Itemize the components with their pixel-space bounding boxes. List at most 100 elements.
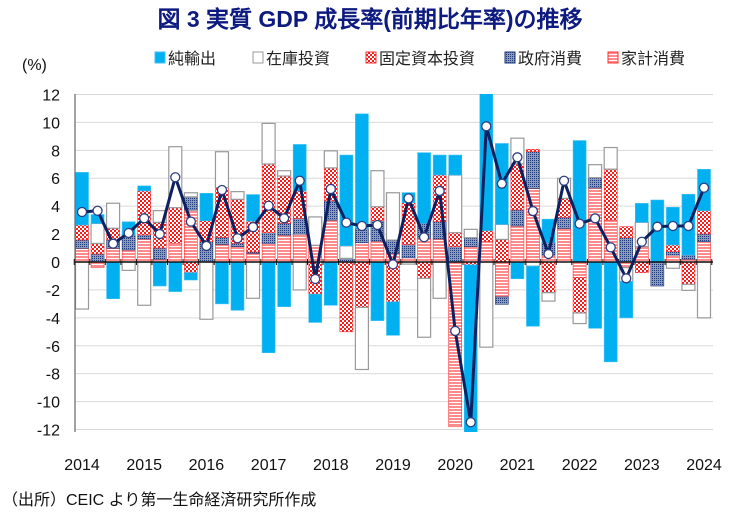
bar-segment xyxy=(432,154,447,176)
bar-segment xyxy=(603,261,618,363)
legend-label: 純輸出 xyxy=(168,50,216,68)
bar-segment xyxy=(510,225,525,263)
bar-segment xyxy=(370,261,385,321)
bar-segment xyxy=(463,264,478,432)
x-tick-label: 2024 xyxy=(686,457,722,474)
bar-segment xyxy=(463,237,478,247)
x-tick-label: 2023 xyxy=(624,457,660,474)
bar-segment xyxy=(541,261,556,294)
gdp-point xyxy=(667,220,679,232)
gdp-point xyxy=(512,152,523,163)
bar-segment xyxy=(214,151,230,189)
bar-segment xyxy=(666,251,680,256)
bar-segment xyxy=(292,261,307,291)
bar-segment xyxy=(619,226,634,239)
bar-segment xyxy=(230,246,245,263)
bar-segment xyxy=(121,261,136,271)
y-tick-label: -12 xyxy=(37,423,60,440)
bar-segment xyxy=(230,242,245,247)
gdp-point xyxy=(123,227,134,239)
bar-segment xyxy=(696,261,712,319)
gdp-point xyxy=(418,232,430,243)
bar-segment xyxy=(417,261,431,279)
bar-segment xyxy=(355,261,369,308)
bar-segment xyxy=(90,261,105,268)
bar-segment xyxy=(386,301,400,336)
bar-segment xyxy=(697,241,711,263)
bar-segment xyxy=(495,296,509,305)
gdp-point xyxy=(310,273,321,285)
bar-segment xyxy=(370,206,385,221)
legend-label: 固定資本投資 xyxy=(379,50,475,68)
bar-segment xyxy=(137,238,151,263)
bar-segment xyxy=(292,218,307,235)
bar-segment xyxy=(323,150,338,169)
gdp-point xyxy=(403,193,414,204)
bar-segment xyxy=(385,192,401,241)
bar-segment xyxy=(261,122,276,165)
legend-swatch xyxy=(154,51,166,64)
y-tick-label: -10 xyxy=(37,395,60,412)
legend: 純輸出 在庫投資 固定資本投資 政府消費 家計消費 xyxy=(154,50,685,68)
y-tick-label: -6 xyxy=(46,339,60,356)
bar-segment xyxy=(137,234,151,240)
gdp-point xyxy=(92,205,103,216)
bar-segment xyxy=(168,242,183,263)
y-tick-label: 6 xyxy=(51,171,60,188)
bar-segment xyxy=(572,140,587,263)
legend-swatch xyxy=(365,51,377,64)
bar-segment xyxy=(277,170,292,177)
bar-segment xyxy=(355,113,369,229)
gdp-point xyxy=(185,216,197,227)
bar-segment xyxy=(463,246,478,263)
gdp-point xyxy=(652,221,663,232)
gdp-point xyxy=(372,219,383,231)
bar-segment xyxy=(619,281,634,319)
bar-segment xyxy=(495,239,509,263)
bar-segment xyxy=(339,154,354,247)
bar-segment xyxy=(681,261,696,285)
bar-segment xyxy=(588,261,602,329)
legend-label: 在庫投資 xyxy=(266,50,330,68)
x-tick-label: 2018 xyxy=(313,457,349,474)
y-tick-label: 12 xyxy=(42,87,60,104)
bar-segment xyxy=(666,244,680,252)
bar-segment xyxy=(323,261,338,306)
bar-segment xyxy=(183,192,198,198)
x-tick-label: 2017 xyxy=(251,457,287,474)
bar-segment xyxy=(588,177,602,189)
bar-segment xyxy=(526,265,540,327)
bar-segment xyxy=(479,261,494,348)
x-tick-label: 2019 xyxy=(375,457,411,474)
gdp-point xyxy=(590,213,601,224)
bar-segment xyxy=(370,170,385,208)
bar-segment xyxy=(199,261,214,320)
bar-segment xyxy=(137,261,152,306)
bar-segment xyxy=(137,190,151,236)
gdp-point xyxy=(496,178,508,189)
bar-segment xyxy=(588,164,603,179)
bar-segment xyxy=(323,219,338,263)
bar-segment xyxy=(152,247,167,260)
bar-segment xyxy=(619,237,634,263)
gdp-point xyxy=(698,182,710,193)
y-tick-label: -4 xyxy=(46,311,60,328)
bar-segment xyxy=(448,174,463,234)
x-tick-label: 2020 xyxy=(437,457,473,474)
x-tick-label: 2015 xyxy=(126,457,162,474)
gdp-point xyxy=(465,417,476,428)
bar-segment xyxy=(494,223,509,240)
bar-segment xyxy=(354,306,369,371)
bar-segment xyxy=(277,234,291,263)
bar-segment xyxy=(634,203,649,223)
bar-segment xyxy=(152,210,167,223)
bar-segment xyxy=(168,207,183,244)
gdp-point xyxy=(216,184,228,196)
bar-segment xyxy=(355,242,369,263)
bar-segment xyxy=(495,261,509,298)
gdp-point xyxy=(543,248,554,260)
bar-segment xyxy=(697,233,711,242)
bar-segment xyxy=(152,261,167,287)
